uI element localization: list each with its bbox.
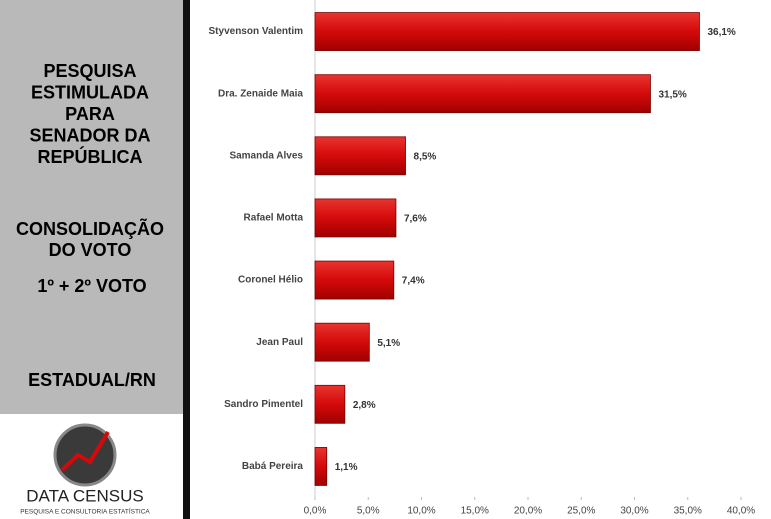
value-label: 8,5%: [414, 151, 437, 162]
y-tick-label: Sandro Pimentel: [224, 399, 303, 410]
value-label: 1,1%: [335, 462, 358, 473]
value-label: 2,8%: [353, 400, 376, 411]
x-tick-label: 35,0%: [674, 506, 702, 517]
x-tick-label: 5,0%: [357, 506, 380, 517]
sidebar-title: PESQUISA: [43, 61, 136, 81]
bar: [314, 74, 651, 114]
logo-icon: [53, 423, 117, 487]
x-tick-label: 30,0%: [620, 506, 648, 517]
x-tick-label: 15,0%: [461, 506, 489, 517]
logo-tagline: PESQUISA E CONSULTORIA ESTATÍSTICA: [20, 507, 150, 516]
sidebar-subtitle: CONSOLIDAÇÃO: [16, 218, 164, 239]
bar: [314, 384, 346, 424]
y-tick-label: Dra. Zenaide Maia: [218, 88, 303, 99]
x-tick-label: 20,0%: [514, 506, 542, 517]
divider: [183, 0, 190, 519]
bar: [314, 322, 370, 362]
y-tick-label: Rafael Motta: [244, 213, 304, 224]
bar: [314, 12, 700, 51]
sidebar: [0, 0, 183, 414]
logo-name: DATA CENSUS: [26, 486, 143, 505]
x-tick-label: 10,0%: [407, 506, 435, 517]
sidebar-title: ESTIMULADA: [31, 82, 149, 102]
sidebar-title: SENADOR DA: [29, 125, 150, 145]
bar: [314, 198, 397, 238]
logo-arrow: [60, 430, 110, 472]
sidebar-title: PARA: [65, 104, 115, 124]
y-tick-label: Samanda Alves: [229, 150, 303, 161]
sidebar-region: ESTADUAL/RN: [28, 370, 156, 390]
y-tick-label: Styvenson Valentim: [209, 26, 304, 37]
y-tick-label: Babá Pereira: [242, 461, 304, 472]
sidebar-subtitle: DO VOTO: [49, 240, 132, 260]
sidebar-vote: 1º + 2º VOTO: [37, 276, 146, 296]
bar: [314, 447, 328, 486]
y-tick-label: Coronel Hélio: [238, 275, 303, 286]
value-label: 7,4%: [402, 276, 425, 287]
x-tick-label: 25,0%: [567, 506, 595, 517]
x-tick-label: 0,0%: [304, 506, 327, 517]
x-tick-label: 40,0%: [727, 506, 755, 517]
value-label: 5,1%: [377, 338, 400, 349]
value-label: 7,6%: [404, 214, 427, 225]
bar: [314, 260, 395, 300]
bar: [314, 136, 406, 176]
value-label: 31,5%: [658, 89, 686, 100]
y-tick-label: Jean Paul: [256, 337, 303, 348]
sidebar-title: REPÚBLICA: [37, 146, 142, 167]
value-label: 36,1%: [707, 27, 735, 38]
